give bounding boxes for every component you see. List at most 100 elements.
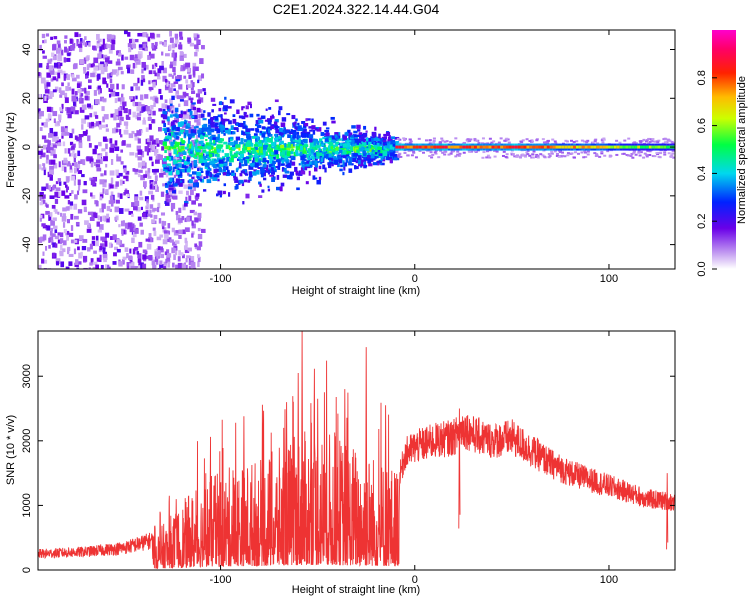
heatmap-cell — [312, 175, 316, 180]
heatmap-cell — [192, 70, 196, 76]
heatmap-cell — [156, 76, 161, 80]
heatmap-cell — [283, 126, 286, 130]
heatmap-cell — [178, 190, 183, 194]
heatmap-cell — [73, 239, 78, 243]
heatmap-cell — [398, 142, 402, 145]
heatmap-cell — [441, 151, 445, 154]
heatmap-cell — [198, 154, 202, 157]
heatmap-cell — [122, 140, 126, 146]
heatmap-cell — [116, 248, 121, 253]
heatmap-cell — [89, 158, 94, 164]
heatmap-cell — [286, 175, 291, 180]
heatmap-cell — [198, 114, 203, 119]
heatmap-cell — [191, 129, 197, 134]
heatmap-cell — [40, 77, 46, 84]
heatmap-cell — [69, 168, 73, 173]
heatmap-cell — [39, 110, 44, 117]
heatmap-cell — [546, 139, 550, 142]
heatmap-cell — [64, 148, 67, 154]
heatmap-cell — [165, 53, 170, 57]
heatmap-cell — [357, 138, 361, 142]
heatmap-cell — [586, 139, 590, 142]
heatmap-cell — [306, 163, 310, 167]
heatmap-cell — [344, 162, 348, 167]
heatmap-cell — [52, 225, 58, 229]
heatmap-cell — [265, 168, 269, 172]
heatmap-cell — [233, 140, 238, 146]
heatmap-cell — [280, 122, 286, 128]
heatmap-cell — [373, 145, 378, 148]
heatmap-cell — [564, 139, 568, 142]
heatmap-cell — [222, 157, 226, 161]
heatmap-cell — [370, 154, 375, 159]
heatmap-cell — [153, 231, 157, 237]
heatmap-cell — [531, 153, 535, 156]
heatmap-cell — [75, 259, 79, 266]
heatmap-cell — [334, 150, 339, 155]
heatmap-cell — [70, 239, 76, 244]
heatmap-cell — [296, 131, 300, 135]
heatmap-cell — [138, 264, 141, 269]
heatmap-cell — [187, 67, 190, 73]
heatmap-cell — [181, 148, 185, 153]
heatmap-cell — [363, 156, 369, 161]
heatmap-cell — [46, 204, 49, 208]
colorbar-tick-label: 0.2 — [696, 214, 708, 229]
heatmap-cell — [590, 145, 594, 149]
heatmap-cell — [95, 264, 99, 269]
heatmap-cell — [466, 138, 470, 141]
colorbar-tick-label: 0.4 — [696, 166, 708, 181]
heatmap-cell — [382, 143, 386, 149]
heatmap-cell — [139, 222, 143, 227]
heatmap-cell — [671, 152, 675, 155]
heatmap-cell — [72, 101, 76, 106]
spectrogram-heatmap — [38, 30, 675, 269]
heatmap-cell — [328, 163, 332, 169]
heatmap-cell — [116, 173, 120, 178]
heatmap-cell — [638, 154, 642, 157]
heatmap-cell — [165, 171, 169, 178]
heatmap-cell — [583, 150, 587, 153]
heatmap-cell — [601, 141, 605, 144]
heatmap-cell — [648, 145, 652, 149]
heatmap-cell — [64, 166, 67, 173]
heatmap-cell — [68, 253, 74, 257]
heatmap-cell — [80, 251, 83, 257]
heatmap-cell — [619, 145, 623, 149]
heatmap-cell — [313, 140, 317, 146]
heatmap-cell — [316, 127, 322, 132]
heatmap-cell — [202, 159, 208, 165]
heatmap-cell — [48, 159, 52, 165]
heatmap-cell — [205, 145, 209, 149]
heatmap-cell — [48, 237, 51, 243]
heatmap-cell — [270, 161, 276, 167]
heatmap-cell — [189, 141, 193, 146]
heatmap-cell — [271, 136, 274, 139]
heatmap-cell — [188, 195, 192, 201]
heatmap-cell — [560, 151, 564, 154]
heatmap-cell — [167, 147, 171, 151]
heatmap-cell — [385, 132, 391, 137]
heatmap-cell — [245, 173, 249, 176]
heatmap-cell — [77, 160, 83, 164]
heatmap-cell — [174, 250, 178, 256]
heatmap-cell — [216, 193, 219, 197]
heatmap-cell — [156, 253, 159, 259]
heatmap-cell — [112, 261, 117, 265]
heatmap-cell — [274, 138, 278, 142]
heatmap-cell — [155, 153, 161, 160]
heatmap-cell — [187, 139, 191, 144]
heatmap-cell — [192, 135, 195, 138]
heatmap-cell — [164, 145, 170, 150]
heatmap-cell — [97, 73, 101, 80]
heatmap-cell — [168, 170, 173, 176]
heatmap-cell — [248, 165, 254, 170]
heatmap-cell — [183, 203, 188, 207]
heatmap-cell — [252, 171, 257, 176]
heatmap-cell — [166, 256, 171, 260]
heatmap-cell — [48, 149, 51, 154]
heatmap-cell — [193, 66, 199, 72]
heatmap-cell — [90, 177, 94, 181]
heatmap-cell — [456, 150, 460, 153]
heatmap-cell — [99, 179, 105, 185]
